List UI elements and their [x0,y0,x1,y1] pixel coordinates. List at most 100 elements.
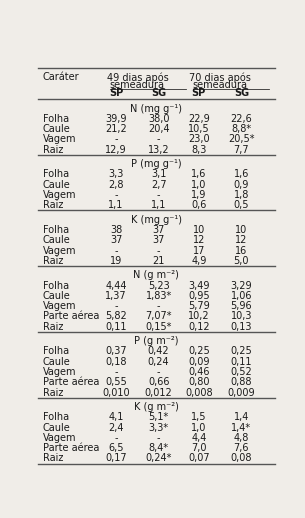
Text: 10,2: 10,2 [188,311,210,322]
Text: 1,6: 1,6 [234,169,249,179]
Text: 16: 16 [235,246,248,255]
Text: Caule: Caule [43,357,70,367]
Text: 3,3*: 3,3* [149,423,169,433]
Text: 5,96: 5,96 [231,301,252,311]
Text: 0,24*: 0,24* [145,453,172,464]
Text: 70 dias após: 70 dias após [189,72,251,83]
Text: 1,06: 1,06 [231,291,252,301]
Text: 8,4*: 8,4* [149,443,169,453]
Text: P (mg g⁻¹): P (mg g⁻¹) [131,159,181,169]
Text: 2,8: 2,8 [108,180,124,190]
Text: -: - [114,367,118,377]
Text: 2,4: 2,4 [108,423,124,433]
Text: 7,07*: 7,07* [145,311,172,322]
Text: 0,009: 0,009 [228,387,255,398]
Text: Raiz: Raiz [43,387,63,398]
Text: 5,23: 5,23 [148,281,170,291]
Text: 0,5: 0,5 [234,200,249,210]
Text: 1,1: 1,1 [151,200,166,210]
Text: Vagem: Vagem [43,246,76,255]
Text: 20,4: 20,4 [148,124,170,134]
Text: 1,1: 1,1 [109,200,124,210]
Text: -: - [114,301,118,311]
Text: 13,2: 13,2 [148,145,170,155]
Text: P (g m⁻²): P (g m⁻²) [134,336,178,346]
Text: semeadura: semeadura [193,80,248,90]
Text: -: - [157,367,160,377]
Text: Folha: Folha [43,347,69,356]
Text: 21: 21 [152,256,165,266]
Text: 1,6: 1,6 [191,169,206,179]
Text: 0,010: 0,010 [102,387,130,398]
Text: 0,15*: 0,15* [145,322,172,332]
Text: Vagem: Vagem [43,135,76,145]
Text: semeadura: semeadura [110,80,165,90]
Text: Caule: Caule [43,291,70,301]
Text: 0,52: 0,52 [231,367,252,377]
Text: 7,0: 7,0 [191,443,206,453]
Text: 0,95: 0,95 [188,291,210,301]
Text: Raiz: Raiz [43,145,63,155]
Text: 19: 19 [110,256,122,266]
Text: 0,37: 0,37 [105,347,127,356]
Text: 1,83*: 1,83* [145,291,172,301]
Text: 37: 37 [152,235,165,246]
Text: 0,6: 0,6 [191,200,206,210]
Text: Caule: Caule [43,180,70,190]
Text: 0,80: 0,80 [188,377,210,387]
Text: -: - [114,433,118,443]
Text: 22,6: 22,6 [231,114,252,124]
Text: 8,8*: 8,8* [231,124,251,134]
Text: 12: 12 [193,235,205,246]
Text: 1,0: 1,0 [191,180,206,190]
Text: Folha: Folha [43,169,69,179]
Text: 1,8: 1,8 [234,190,249,200]
Text: 0,11: 0,11 [106,322,127,332]
Text: 3,3: 3,3 [109,169,124,179]
Text: 37: 37 [110,235,122,246]
Text: 38,0: 38,0 [148,114,169,124]
Text: -: - [157,301,160,311]
Text: 7,6: 7,6 [234,443,249,453]
Text: 3,29: 3,29 [231,281,252,291]
Text: Caule: Caule [43,124,70,134]
Text: 0,9: 0,9 [234,180,249,190]
Text: N (mg g⁻¹): N (mg g⁻¹) [130,104,182,113]
Text: Vagem: Vagem [43,367,76,377]
Text: -: - [157,433,160,443]
Text: K (g m⁻²): K (g m⁻²) [134,402,179,412]
Text: 1,5: 1,5 [191,412,206,422]
Text: 1,4: 1,4 [234,412,249,422]
Text: K (mg g⁻¹): K (mg g⁻¹) [131,215,182,225]
Text: 2,7: 2,7 [151,180,167,190]
Text: 0,46: 0,46 [188,367,210,377]
Text: Raiz: Raiz [43,200,63,210]
Text: 12: 12 [235,235,248,246]
Text: 10,5: 10,5 [188,124,210,134]
Text: 1,0: 1,0 [191,423,206,433]
Text: 10,3: 10,3 [231,311,252,322]
Text: SP: SP [192,89,206,98]
Text: 17: 17 [193,246,205,255]
Text: 10: 10 [235,225,248,235]
Text: 5,82: 5,82 [105,311,127,322]
Text: 0,12: 0,12 [188,322,210,332]
Text: 0,17: 0,17 [105,453,127,464]
Text: 0,08: 0,08 [231,453,252,464]
Text: -: - [114,135,118,145]
Text: 22,9: 22,9 [188,114,210,124]
Text: 3,1: 3,1 [151,169,166,179]
Text: Raiz: Raiz [43,453,63,464]
Text: 1,4*: 1,4* [231,423,251,433]
Text: Vagem: Vagem [43,190,76,200]
Text: 1,9: 1,9 [191,190,206,200]
Text: 0,24: 0,24 [148,357,170,367]
Text: SP: SP [109,89,123,98]
Text: SG: SG [234,89,249,98]
Text: Parte aérea: Parte aérea [43,377,99,387]
Text: 1,37: 1,37 [105,291,127,301]
Text: 4,9: 4,9 [191,256,206,266]
Text: Vagem: Vagem [43,301,76,311]
Text: 10: 10 [193,225,205,235]
Text: 0,008: 0,008 [185,387,213,398]
